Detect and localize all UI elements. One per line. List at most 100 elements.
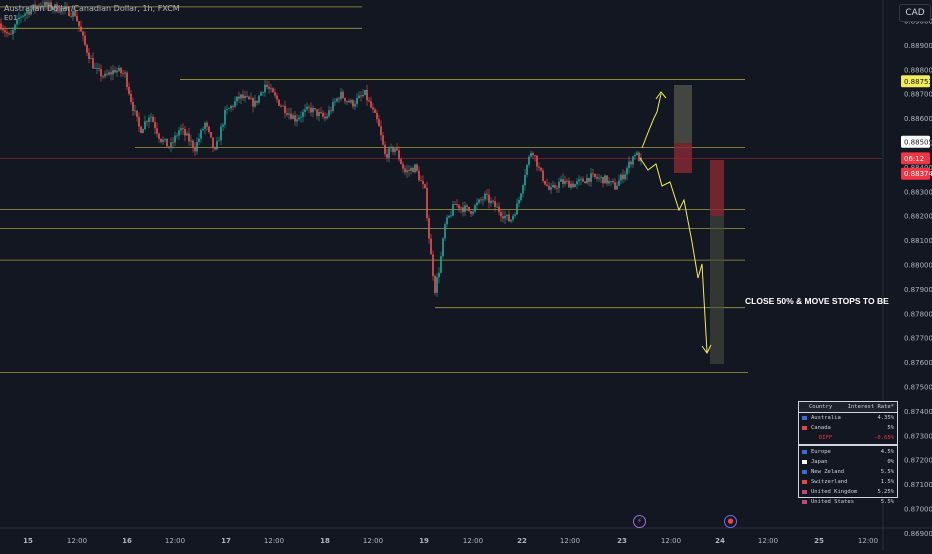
candle-body bbox=[530, 153, 532, 157]
price-label-text: 06:12 bbox=[904, 155, 924, 163]
candle-body bbox=[360, 95, 362, 97]
candle-body bbox=[614, 182, 616, 190]
candle-body bbox=[498, 206, 500, 213]
candle-body bbox=[192, 140, 194, 148]
candle-body bbox=[82, 31, 84, 36]
candle-body bbox=[356, 98, 358, 105]
candle-body bbox=[230, 105, 232, 109]
candle-body bbox=[312, 108, 314, 113]
candle-body bbox=[362, 95, 364, 97]
candle-body bbox=[252, 98, 254, 107]
currency-button[interactable]: CAD bbox=[899, 4, 931, 22]
candle-body bbox=[422, 180, 424, 185]
candle-body bbox=[492, 200, 494, 202]
candle-body bbox=[570, 183, 572, 188]
candle-body bbox=[100, 68, 102, 77]
candle-body bbox=[372, 107, 374, 110]
candle-body bbox=[442, 238, 444, 257]
candle-body bbox=[44, 2, 46, 7]
candle-body bbox=[316, 109, 318, 116]
canada-flag-icon bbox=[802, 425, 807, 430]
candle-body bbox=[160, 138, 162, 142]
candle-body bbox=[302, 111, 304, 117]
time-tick-label: 24 bbox=[715, 537, 725, 545]
rate-row: United Kingdom 5.25% bbox=[799, 487, 897, 497]
candle-body bbox=[464, 205, 466, 212]
candle-body bbox=[24, 13, 26, 16]
candle-body bbox=[364, 89, 366, 96]
candle-body bbox=[524, 174, 526, 186]
candle-body bbox=[596, 176, 598, 179]
candle-body bbox=[510, 219, 512, 222]
time-tick-label: 22 bbox=[517, 537, 527, 545]
price-tick-label: 0.87000 bbox=[904, 506, 932, 514]
candle-body bbox=[234, 101, 236, 107]
candle-body bbox=[406, 170, 408, 173]
candle-body bbox=[96, 67, 98, 69]
candle-body bbox=[90, 58, 92, 60]
candle-body bbox=[130, 93, 132, 103]
candle-body bbox=[480, 199, 482, 201]
candle-body bbox=[602, 177, 604, 184]
candle-body bbox=[144, 121, 146, 130]
candle-body bbox=[310, 107, 312, 113]
candle-body bbox=[514, 214, 516, 216]
candle-body bbox=[460, 207, 462, 209]
candle-body bbox=[244, 95, 246, 99]
price-tick-label: 0.88800 bbox=[904, 66, 932, 74]
candle-body bbox=[456, 204, 458, 205]
candle-body bbox=[434, 276, 436, 293]
candle-body bbox=[0, 23, 2, 30]
candle-body bbox=[380, 126, 382, 136]
candle-body bbox=[282, 105, 284, 107]
candle-body bbox=[490, 200, 492, 203]
candle-body bbox=[354, 104, 356, 107]
candle-body bbox=[188, 133, 190, 142]
lightning-icon[interactable]: ⚡ bbox=[633, 515, 646, 528]
candle-body bbox=[336, 98, 338, 102]
candle-body bbox=[30, 9, 32, 15]
candle-body bbox=[476, 202, 478, 206]
candle-body bbox=[340, 91, 342, 100]
symbol-title[interactable]: Australian Dollar/Canadian Dollar, 1h, F… bbox=[4, 4, 180, 13]
candle-body bbox=[526, 164, 528, 175]
candle-body bbox=[478, 199, 480, 203]
candle-body bbox=[284, 105, 286, 114]
rate-diff-row: DIFF -0.65% bbox=[819, 435, 894, 441]
candle-body bbox=[60, 7, 62, 13]
candle-body bbox=[424, 184, 426, 188]
flag-event-icon[interactable]: ● bbox=[724, 515, 737, 528]
candle-body bbox=[636, 152, 638, 155]
candle-body bbox=[10, 33, 12, 35]
candle-body bbox=[172, 142, 174, 144]
country-flag-icon bbox=[802, 469, 807, 474]
candle-body bbox=[542, 170, 544, 181]
candle-body bbox=[628, 161, 630, 169]
rate-table-header: Country Interest Rate* bbox=[799, 402, 897, 413]
candle-body bbox=[272, 88, 274, 93]
candle-body bbox=[572, 183, 574, 188]
candle-body bbox=[8, 33, 10, 35]
candle-body bbox=[180, 128, 182, 131]
candle-body bbox=[78, 21, 80, 27]
candle-body bbox=[48, 2, 50, 6]
candle-body bbox=[518, 199, 520, 204]
candle-body bbox=[186, 133, 188, 136]
candle-body bbox=[22, 15, 24, 17]
candle-body bbox=[136, 110, 138, 117]
price-label-text: 0.88753 bbox=[904, 78, 932, 86]
candle-body bbox=[168, 146, 170, 148]
candle-body bbox=[50, 2, 52, 9]
candle-body bbox=[470, 211, 472, 214]
price-tick-label: 0.87500 bbox=[904, 384, 932, 392]
candle-body bbox=[128, 87, 130, 94]
candle-body bbox=[500, 212, 502, 217]
candle-body bbox=[600, 177, 602, 178]
candle-body bbox=[138, 116, 140, 127]
candle-body bbox=[110, 72, 112, 75]
candle-body bbox=[620, 174, 622, 181]
candle-body bbox=[608, 181, 610, 184]
candle-body bbox=[532, 153, 534, 156]
